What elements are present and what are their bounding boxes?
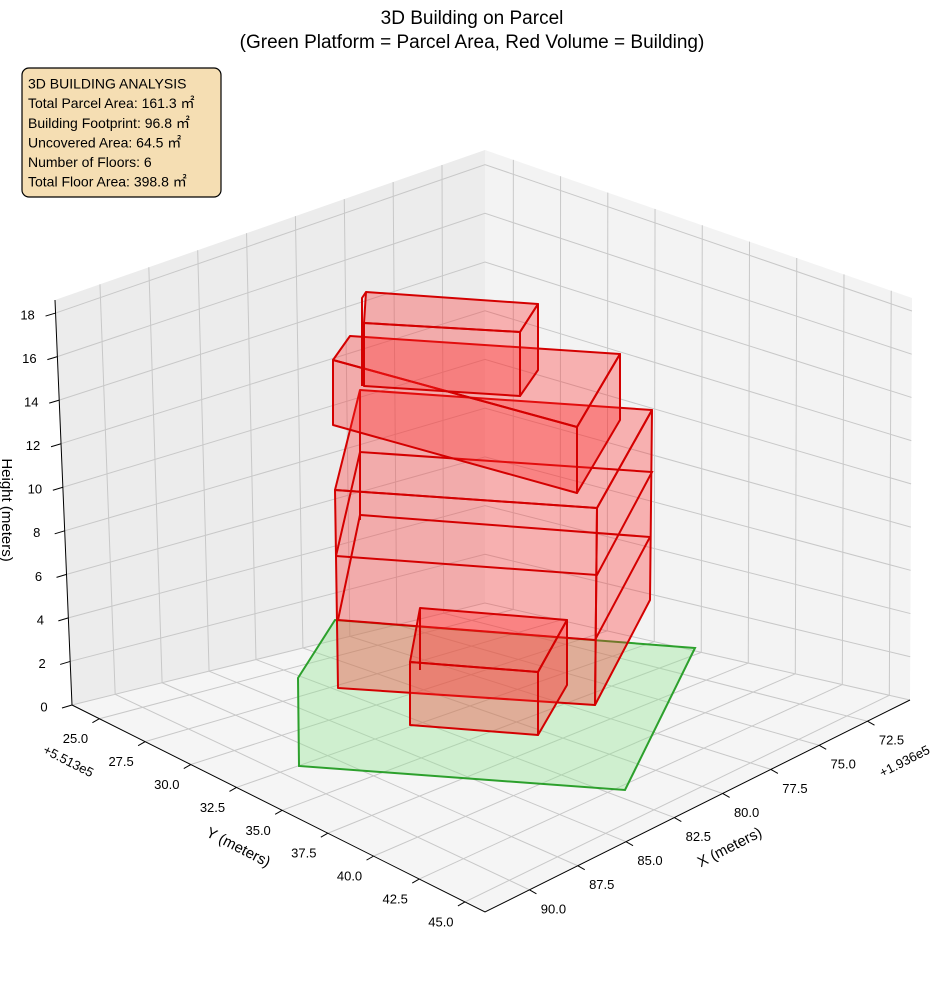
scene: [296, 291, 697, 792]
tick-mark: [274, 809, 283, 815]
tick-mark: [137, 741, 146, 747]
grid-line: [71, 602, 911, 706]
x-tick-label: 75.0: [831, 757, 856, 772]
y-tick-label: 40.0: [337, 869, 362, 884]
y-tick-label: 32.5: [200, 800, 225, 815]
z-axis-label: Height (meters): [0, 458, 15, 561]
info-box: [21, 67, 222, 198]
building-edge: [361, 291, 367, 386]
x-tick-label: 77.5: [782, 781, 807, 796]
tick-mark: [770, 768, 779, 774]
grid-line: [68, 505, 911, 619]
building-face: [332, 359, 578, 494]
info-line: Number of Floors: 6: [28, 154, 152, 170]
y-tick-label: 37.5: [291, 846, 316, 861]
building-face: [363, 322, 521, 397]
y-tick-label: 45.0: [428, 914, 453, 929]
info-line: Uncovered Area: 64.5 ㎡: [28, 134, 181, 150]
chart-title: 3D Building on Parcel: [381, 8, 564, 29]
tick-mark: [818, 744, 827, 750]
tick-mark: [625, 841, 634, 847]
tick-mark: [54, 530, 65, 535]
tick-mark: [183, 764, 192, 769]
building-face: [409, 661, 539, 736]
x-tick-label: 87.5: [589, 877, 614, 892]
floor-line: [337, 513, 652, 642]
tick-mark: [52, 486, 64, 491]
tick-mark: [577, 865, 585, 871]
x-tick-label: 90.0: [541, 901, 566, 916]
x-tick-label: 80.0: [734, 805, 759, 820]
tick-mark: [674, 817, 682, 822]
tick-mark: [457, 901, 466, 907]
y-tick-label: 25.0: [63, 731, 88, 746]
z-tick-label: 18: [20, 308, 34, 323]
grid-line: [70, 553, 911, 662]
z-tick-label: 8: [33, 525, 40, 540]
y-tick-label: 35.0: [245, 823, 270, 838]
z-tick-label: 6: [35, 569, 42, 584]
x-tick-label: 72.5: [879, 733, 904, 748]
tick-mark: [45, 312, 56, 317]
grid-line: [64, 407, 911, 532]
z-tick-label: 4: [37, 612, 44, 627]
axes: 72.5 75.0 77.5 80.0 82.5 85.0 87.5 90.0 25.0 27.5…: [20, 150, 913, 929]
tick-mark: [411, 878, 420, 884]
floor-line: [335, 450, 654, 577]
grid-line: [66, 456, 911, 575]
info-line: Total Parcel Area: 161.3 ㎡: [28, 95, 195, 111]
info-lines: Total Parcel Area: 161.3 ㎡ Building Footp…: [28, 95, 195, 189]
chart-subtitle: (Green Platform = Parcel Area, Red Volum…: [240, 32, 705, 53]
tick-mark: [366, 855, 374, 861]
tick-mark: [47, 356, 58, 361]
y-tick-label: 30.0: [154, 777, 179, 792]
grid-line: [55, 164, 913, 314]
y-tick-label: 27.5: [108, 754, 133, 769]
info-title: 3D BUILDING ANALYSIS: [28, 76, 186, 92]
axis-line: [54, 299, 911, 913]
tick-mark: [50, 443, 62, 448]
x-tick-label: 82.5: [686, 829, 711, 844]
z-tick-label: 14: [24, 395, 38, 410]
tick-mark: [49, 399, 60, 404]
tick-mark: [61, 704, 73, 709]
tick-mark: [60, 660, 71, 665]
tick-mark: [58, 617, 69, 622]
z-tick-label: 10: [28, 482, 42, 497]
z-tick-label: 0: [40, 699, 47, 714]
info-line: Building Footprint: 96.8 ㎡: [28, 115, 190, 131]
tick-mark: [56, 573, 67, 578]
tick-mark: [529, 889, 537, 895]
grid-line: [59, 261, 912, 401]
tick-mark: [92, 718, 100, 724]
x-tick-label: 85.0: [637, 853, 662, 868]
y-offset: +5.513e5: [41, 742, 96, 780]
grid-line: [57, 212, 912, 358]
y-tick-label: 42.5: [383, 891, 408, 906]
tick-mark: [229, 786, 237, 792]
grid-line: [62, 358, 912, 488]
info-line: Total Floor Area: 398.8 ㎡: [28, 174, 187, 190]
right-pane: [485, 150, 912, 700]
x-offset: +1.936e5: [877, 742, 932, 780]
left-pane: [55, 150, 485, 705]
z-tick-label: 12: [26, 438, 40, 453]
grid-line: [60, 310, 912, 445]
tick-mark: [320, 832, 329, 838]
z-tick-label: 2: [39, 656, 46, 671]
tick-mark: [867, 720, 875, 726]
tick-mark: [722, 793, 730, 798]
building-face: [334, 489, 598, 706]
floor-pane: [72, 603, 910, 912]
z-tick-label: 16: [22, 351, 36, 366]
